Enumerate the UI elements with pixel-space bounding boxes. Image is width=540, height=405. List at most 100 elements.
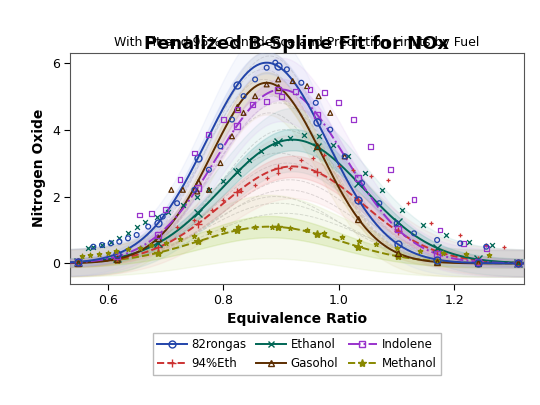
Point bbox=[132, 232, 141, 238]
Point bbox=[233, 106, 242, 113]
Text: With Fit and 95% Confidence and Prediction Limits by Fuel: With Fit and 95% Confidence and Predicti… bbox=[114, 36, 480, 49]
Point bbox=[106, 240, 115, 247]
Point bbox=[320, 151, 329, 158]
Point bbox=[482, 245, 490, 252]
Point bbox=[216, 143, 225, 149]
Point bbox=[251, 76, 259, 83]
Point bbox=[427, 220, 436, 226]
Point bbox=[277, 93, 286, 99]
Point bbox=[306, 86, 314, 93]
Point bbox=[262, 98, 271, 104]
Point bbox=[147, 242, 156, 248]
Point bbox=[459, 240, 468, 247]
Point bbox=[271, 140, 280, 146]
Point bbox=[205, 187, 213, 193]
Point bbox=[245, 156, 254, 163]
Point bbox=[433, 237, 441, 243]
Point bbox=[384, 177, 393, 183]
Point bbox=[488, 242, 496, 248]
Point bbox=[482, 242, 490, 248]
Point bbox=[228, 133, 237, 140]
Point bbox=[256, 148, 265, 155]
Point bbox=[239, 110, 248, 116]
Point bbox=[147, 210, 156, 217]
Point bbox=[297, 79, 306, 86]
Point bbox=[98, 242, 106, 248]
Point bbox=[124, 230, 132, 237]
Point bbox=[86, 252, 94, 258]
Point bbox=[410, 230, 418, 237]
X-axis label: Equivalence Ratio: Equivalence Ratio bbox=[227, 313, 367, 326]
Point bbox=[237, 188, 245, 195]
Point bbox=[219, 226, 228, 232]
Point bbox=[158, 213, 167, 220]
Point bbox=[312, 100, 320, 106]
Point bbox=[233, 166, 242, 173]
Point bbox=[161, 239, 170, 246]
Point bbox=[349, 166, 357, 173]
Point bbox=[135, 245, 144, 251]
Y-axis label: Nitrogen Oxide: Nitrogen Oxide bbox=[32, 109, 46, 227]
Point bbox=[314, 133, 323, 140]
Point bbox=[115, 239, 124, 245]
Point bbox=[286, 225, 294, 232]
Point bbox=[95, 251, 104, 257]
Point bbox=[410, 196, 418, 203]
Point bbox=[398, 207, 407, 213]
Point bbox=[216, 160, 225, 166]
Point bbox=[205, 229, 213, 236]
Point bbox=[326, 126, 335, 133]
Point bbox=[387, 166, 395, 173]
Point bbox=[442, 232, 450, 238]
Point bbox=[308, 155, 317, 161]
Point bbox=[173, 200, 181, 207]
Point bbox=[77, 253, 86, 259]
Point bbox=[207, 207, 216, 213]
Point bbox=[366, 173, 375, 180]
Point bbox=[338, 233, 346, 240]
Point bbox=[239, 93, 248, 99]
Point bbox=[115, 235, 124, 241]
Point bbox=[205, 131, 213, 138]
Point bbox=[464, 239, 473, 245]
Point bbox=[482, 243, 490, 250]
Point bbox=[340, 153, 349, 160]
Title: Penalized B-Spline Fit for NOx: Penalized B-Spline Fit for NOx bbox=[145, 35, 449, 53]
Point bbox=[205, 166, 213, 173]
Point bbox=[378, 187, 387, 193]
Point bbox=[404, 200, 413, 207]
Point bbox=[462, 251, 470, 258]
Point bbox=[274, 76, 282, 83]
Point bbox=[456, 240, 464, 247]
Point bbox=[268, 224, 277, 230]
Point bbox=[262, 175, 271, 181]
Point bbox=[144, 224, 152, 230]
Point bbox=[349, 116, 357, 123]
Point bbox=[83, 245, 92, 252]
Point bbox=[320, 229, 329, 236]
Point bbox=[179, 202, 187, 208]
Point bbox=[286, 135, 294, 141]
Point bbox=[361, 170, 369, 176]
Point bbox=[98, 242, 106, 248]
Point bbox=[190, 150, 199, 156]
Point bbox=[176, 236, 184, 243]
Point bbox=[343, 153, 352, 160]
Point bbox=[300, 131, 308, 138]
Point bbox=[124, 246, 132, 253]
Point bbox=[355, 237, 363, 244]
Point bbox=[320, 90, 329, 96]
Point bbox=[415, 247, 424, 254]
Point bbox=[375, 200, 383, 207]
Point bbox=[291, 88, 300, 94]
Point bbox=[314, 93, 323, 99]
Point bbox=[190, 233, 199, 239]
Point bbox=[251, 181, 259, 188]
Point bbox=[303, 83, 312, 90]
Point bbox=[89, 243, 98, 250]
Point bbox=[438, 249, 447, 256]
Point bbox=[274, 170, 282, 176]
Point bbox=[248, 101, 256, 108]
Point bbox=[262, 81, 271, 87]
Point bbox=[326, 110, 335, 116]
